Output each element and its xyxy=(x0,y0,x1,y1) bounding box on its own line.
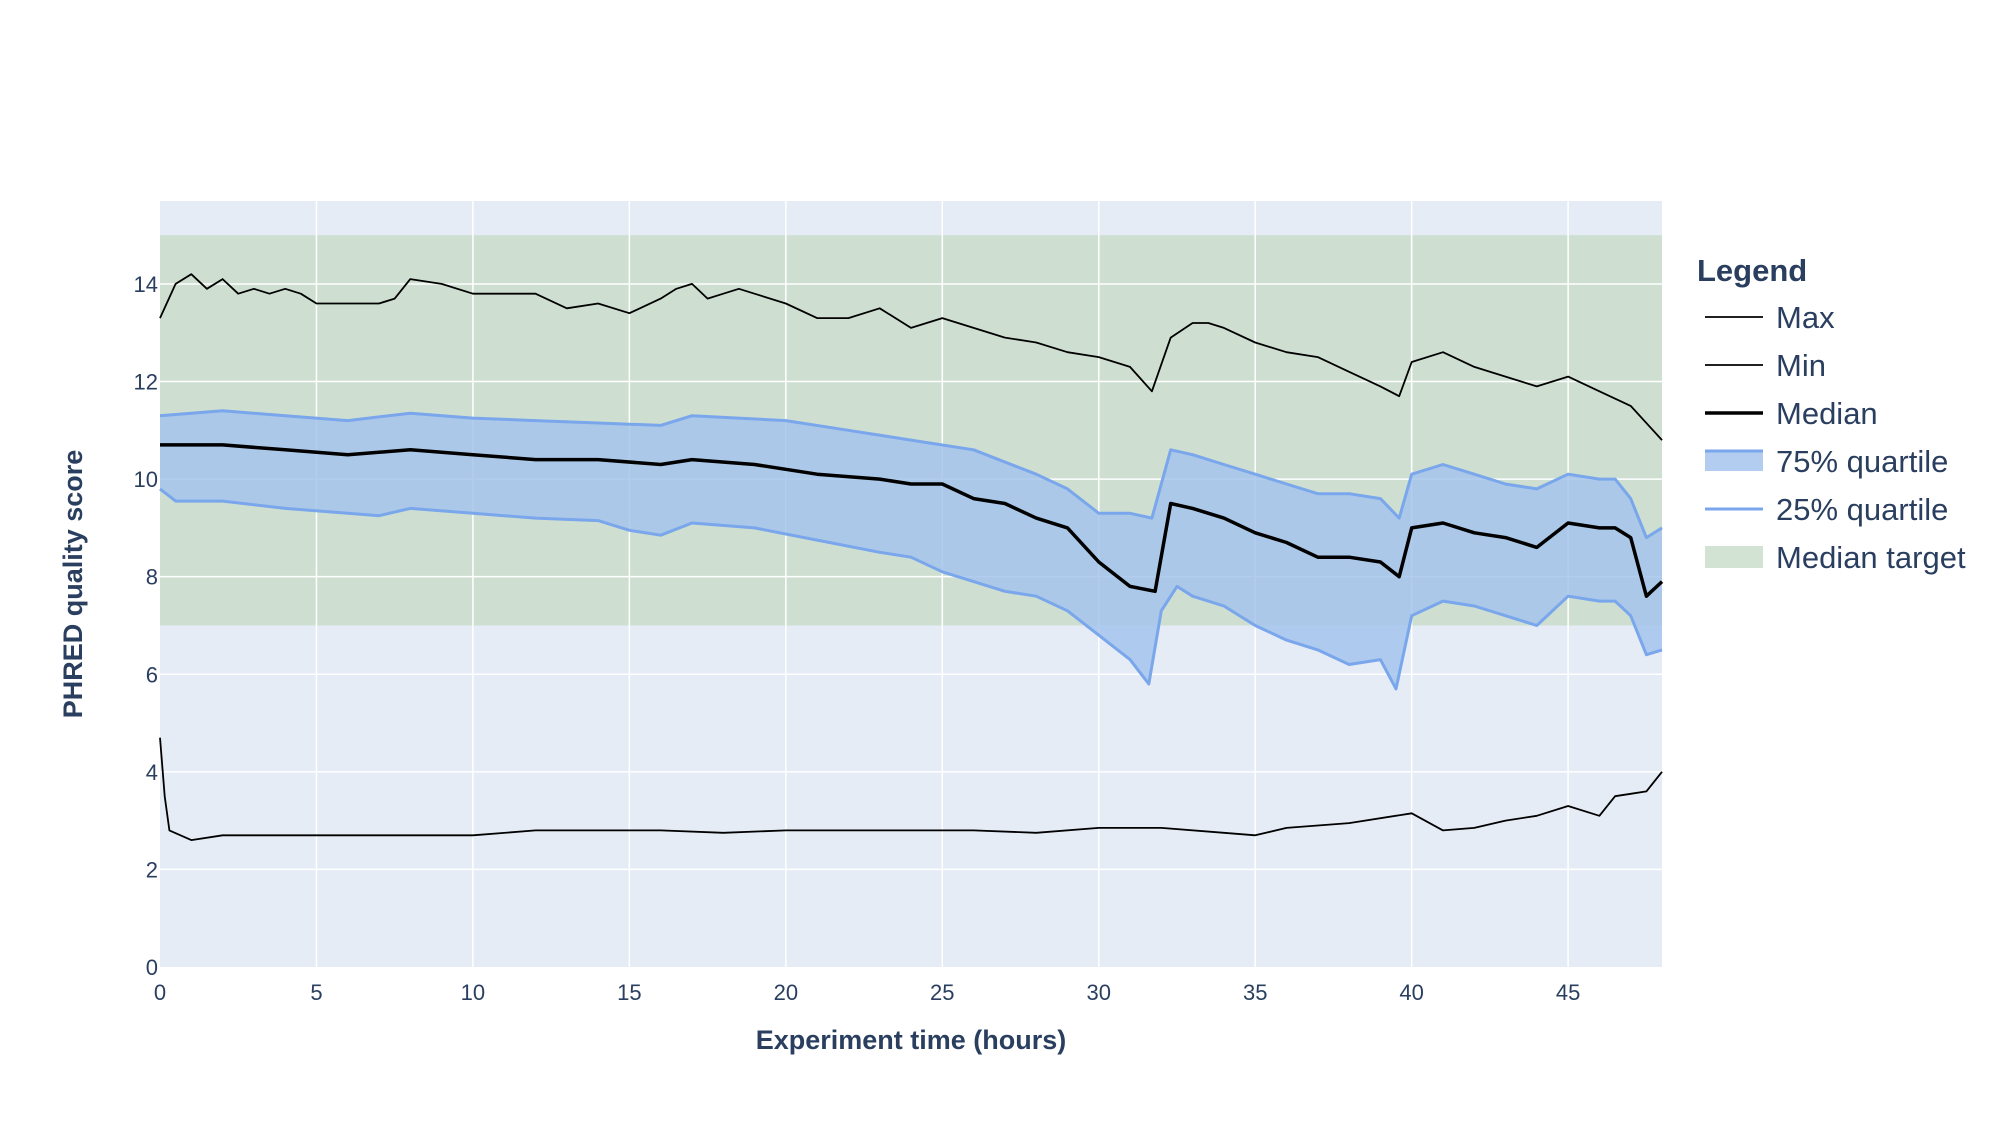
legend-item: Median xyxy=(1705,396,1878,431)
legend-title: Legend xyxy=(1697,253,1807,288)
y-tick-label: 0 xyxy=(146,955,158,980)
quartile-band-fill xyxy=(160,410,1662,689)
legend-swatch xyxy=(1705,546,1763,568)
upper-quartile-series-line xyxy=(159,409,1663,540)
y-tick-label: 10 xyxy=(134,467,158,492)
legend-label: Median target xyxy=(1776,540,1966,575)
x-tick-label: 35 xyxy=(1243,980,1267,1005)
median-series-line xyxy=(160,443,1664,598)
max-series-line xyxy=(159,273,1663,441)
y-tick-label: 4 xyxy=(146,760,158,785)
y-tick-label: 8 xyxy=(146,565,158,590)
x-tick-label: 10 xyxy=(461,980,485,1005)
lower-quartile-series-line xyxy=(159,487,1663,691)
legend-item: Median target xyxy=(1705,540,1966,575)
x-axis-title: Experiment time (hours) xyxy=(756,1025,1067,1055)
legend-item: Max xyxy=(1705,300,1835,335)
x-tick-label: 45 xyxy=(1556,980,1580,1005)
x-tick-label: 25 xyxy=(930,980,954,1005)
legend-label: 75% quartile xyxy=(1776,444,1948,479)
x-tick-label: 5 xyxy=(310,980,322,1005)
legend-label: Median xyxy=(1776,396,1878,431)
x-tick-label: 20 xyxy=(774,980,798,1005)
legend-label: Max xyxy=(1776,300,1835,335)
legend-swatch xyxy=(1705,451,1763,471)
x-tick-label: 30 xyxy=(1087,980,1111,1005)
legend: Legend Max Min Median 75% quartile 25% quart… xyxy=(1697,253,1966,575)
legend-label: 25% quartile xyxy=(1776,492,1948,527)
x-tick-label: 15 xyxy=(617,980,641,1005)
legend-label: Min xyxy=(1776,348,1826,383)
legend-item: Min xyxy=(1705,348,1826,383)
y-tick-label: 6 xyxy=(146,662,158,687)
legend-item: 25% quartile xyxy=(1705,492,1948,527)
x-tick-label: 0 xyxy=(154,980,166,1005)
y-tick-label: 2 xyxy=(146,857,158,882)
x-tick-label: 40 xyxy=(1399,980,1423,1005)
y-tick-label: 14 xyxy=(134,272,158,297)
y-axis-title: PHRED quality score xyxy=(58,450,88,719)
y-tick-label: 12 xyxy=(134,370,158,395)
min-series-line xyxy=(159,737,1663,841)
legend-item: 75% quartile xyxy=(1705,444,1948,479)
